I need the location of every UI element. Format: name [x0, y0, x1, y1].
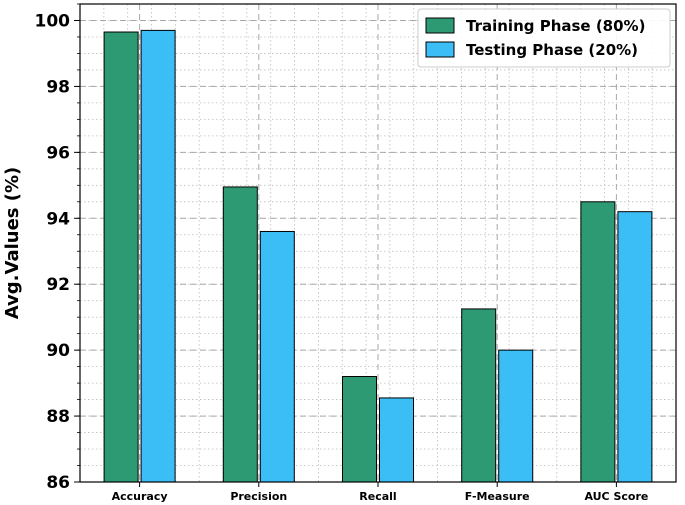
y-tick-label: 90: [46, 341, 70, 361]
y-tick-label: 92: [46, 275, 70, 295]
legend: Training Phase (80%) Testing Phase (20%): [417, 8, 671, 68]
y-tick-label: 100: [35, 11, 71, 31]
bar: [498, 349, 534, 483]
x-tick-label: AUC Score: [584, 490, 648, 503]
bar: [379, 397, 414, 483]
bar: [140, 29, 176, 483]
x-axis: Accuracy Precision Recall F-Measure AUC Scor…: [112, 482, 648, 503]
y-axis-label: Avg.Values (%): [2, 167, 23, 320]
bar: [617, 211, 653, 483]
bar: [580, 201, 616, 483]
legend-label: Testing Phase (20%): [466, 41, 638, 59]
legend-box: [417, 8, 671, 68]
bar: [461, 308, 497, 483]
y-tick-label: 98: [46, 77, 70, 97]
y-axis: 86 88 90 92 94 96 98 100: [35, 3, 80, 493]
y-tick-label: 86: [46, 473, 70, 493]
y-tick-label: 94: [46, 209, 70, 229]
bar: [222, 186, 258, 483]
legend-swatch: [425, 17, 455, 34]
legend-swatch: [425, 41, 455, 58]
legend-label: Training Phase (80%): [466, 17, 645, 35]
x-tick-label: F-Measure: [465, 490, 530, 503]
x-tick-label: Accuracy: [112, 490, 168, 503]
y-tick-label: 96: [46, 143, 70, 163]
y-tick-label: 88: [46, 407, 70, 427]
x-tick-label: Recall: [359, 490, 396, 503]
bar: [259, 230, 295, 483]
bars: [103, 29, 653, 483]
bar: [103, 31, 139, 483]
bar: [342, 376, 377, 483]
x-tick-label: Precision: [230, 490, 287, 503]
